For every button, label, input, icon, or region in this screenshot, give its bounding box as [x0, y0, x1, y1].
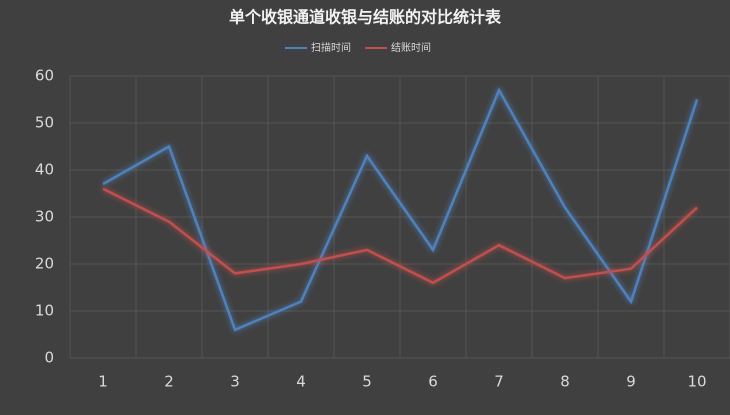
x-tick-label: 8 [560, 373, 570, 391]
y-tick-label: 50 [35, 114, 54, 132]
y-tick-label: 20 [35, 255, 54, 273]
series-line [102, 87, 699, 332]
x-tick-label: 1 [98, 373, 108, 391]
series-line [102, 187, 698, 285]
y-tick-label: 0 [44, 349, 54, 367]
y-tick-label: 30 [35, 208, 54, 226]
x-tick-label: 5 [362, 373, 372, 391]
x-tick-label: 4 [296, 373, 306, 391]
y-tick-label: 10 [35, 302, 54, 320]
x-tick-label: 6 [428, 373, 438, 391]
x-tick-label: 7 [494, 373, 504, 391]
y-tick-label: 40 [35, 161, 54, 179]
legend-label: 扫描时间 [311, 41, 351, 54]
chart-title: 单个收银通道收银与结账的对比统计表 [229, 8, 502, 27]
y-tick-label: 60 [35, 67, 54, 85]
x-tick-label: 9 [626, 373, 636, 391]
x-tick-label: 3 [230, 373, 240, 391]
x-tick-label: 10 [687, 373, 706, 391]
legend-label: 结账时间 [391, 41, 431, 54]
x-tick-label: 2 [164, 373, 174, 391]
